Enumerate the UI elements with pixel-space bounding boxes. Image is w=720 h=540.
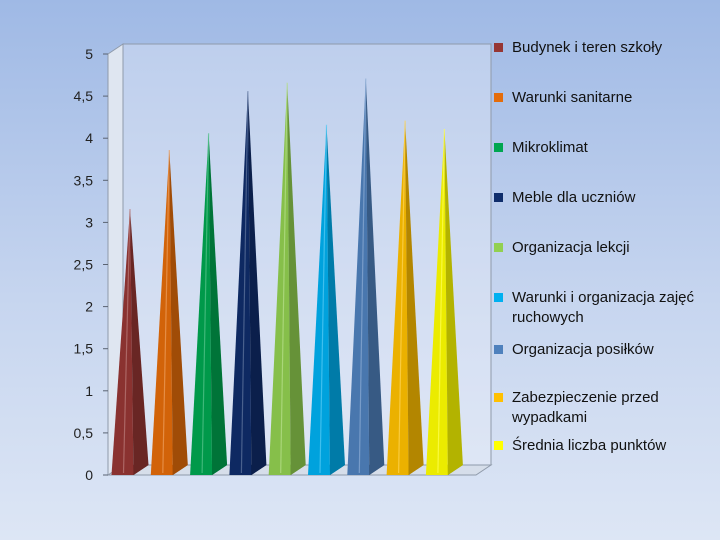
bar-highlight <box>319 124 328 474</box>
legend-swatch <box>494 393 503 402</box>
bar-highlight <box>280 82 288 474</box>
bar-side <box>208 133 228 475</box>
bar-highlight <box>122 208 131 474</box>
legend-label: Organizacja posiłków <box>512 341 654 358</box>
legend-label: Meble dla uczniów <box>512 189 636 206</box>
bar-side <box>444 128 463 476</box>
legend-item: Organizacja posiłków <box>494 340 714 360</box>
legend-swatch <box>494 243 503 252</box>
bar-side <box>405 120 424 475</box>
y-tick-label: 1,5 <box>74 341 94 357</box>
y-tick-label: 1 <box>85 383 93 399</box>
legend-swatch <box>494 193 503 202</box>
legend-item: Zabezpieczenie przed wypadkami <box>494 388 714 428</box>
bar-highlight <box>240 91 249 474</box>
bar-side <box>247 91 267 475</box>
bar-side <box>365 78 385 475</box>
bar-highlight <box>398 120 406 474</box>
bar-highlight <box>201 133 210 474</box>
legend-item: Średnia liczba punktów <box>494 436 714 456</box>
y-tick-label: 2,5 <box>74 257 94 273</box>
y-tick-label: 5 <box>85 46 93 62</box>
y-tick-label: 3,5 <box>74 172 94 188</box>
y-tick-label: 0,5 <box>74 425 94 441</box>
y-tick-label: 2 <box>85 299 93 315</box>
legend-item: Warunki i organizacja zajęć ruchowych <box>494 288 714 328</box>
legend-label: Warunki sanitarne <box>512 89 633 106</box>
legend-swatch <box>494 143 503 152</box>
bar-highlight <box>437 128 445 474</box>
bar-side <box>287 82 306 476</box>
y-tick-label: 4 <box>85 130 93 146</box>
chart-back-wall <box>122 43 492 466</box>
legend-item: Meble dla uczniów <box>494 188 714 208</box>
y-tick-label: 0 <box>85 467 93 483</box>
legend-label: Mikroklimat <box>512 139 588 156</box>
legend-label: Organizacja lekcji <box>512 239 630 256</box>
bar-highlight <box>358 78 367 474</box>
bar-side <box>169 150 188 476</box>
legend-label: Zabezpieczenie przed wypadkami <box>512 389 659 426</box>
legend-label: Średnia liczba punktów <box>512 437 667 454</box>
y-tick-label: 4,5 <box>74 88 94 104</box>
legend-item: Warunki sanitarne <box>494 88 714 108</box>
legend-item: Budynek i teren szkoły <box>494 38 714 58</box>
legend-swatch <box>494 441 503 450</box>
bar-side <box>326 124 345 475</box>
legend-item: Organizacja lekcji <box>494 238 714 258</box>
legend-swatch <box>494 43 503 52</box>
legend-label: Budynek i teren szkoły <box>512 39 663 56</box>
bar-highlight <box>162 150 170 474</box>
y-tick-label: 3 <box>85 214 93 230</box>
legend-swatch <box>494 345 503 354</box>
legend-swatch <box>494 93 503 102</box>
legend-swatch <box>494 293 503 302</box>
legend-item: Mikroklimat <box>494 138 714 158</box>
legend-label: Warunki i organizacja zajęć ruchowych <box>512 289 695 326</box>
bar-side <box>130 208 149 476</box>
